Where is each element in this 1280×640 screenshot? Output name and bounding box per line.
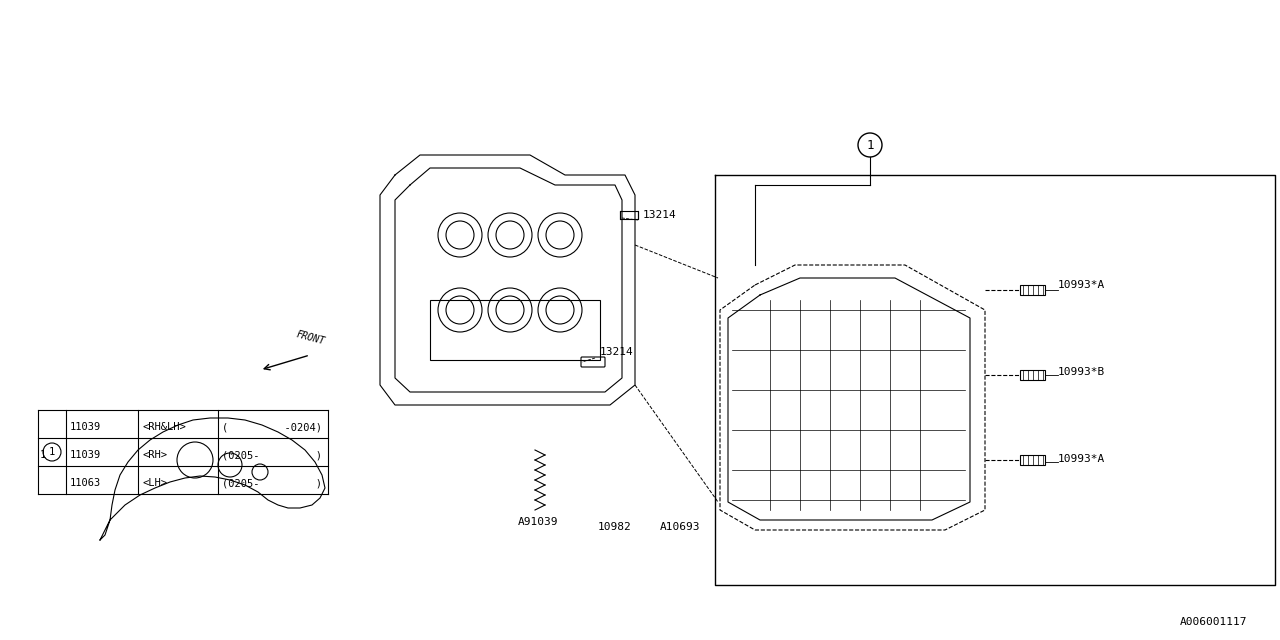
Text: 1: 1 — [867, 138, 874, 152]
Text: (0205-         ): (0205- ) — [221, 450, 323, 460]
Text: 11039: 11039 — [70, 422, 101, 432]
Text: 10993*B: 10993*B — [1059, 367, 1105, 377]
Text: 1: 1 — [40, 450, 46, 460]
Text: 11039: 11039 — [70, 450, 101, 460]
Text: (         -0204): ( -0204) — [221, 422, 323, 432]
Text: A10693: A10693 — [660, 522, 700, 532]
Text: <LH>: <LH> — [142, 478, 166, 488]
Text: <RH>: <RH> — [142, 450, 166, 460]
Text: 10993*A: 10993*A — [1059, 454, 1105, 464]
Text: 10982: 10982 — [598, 522, 632, 532]
Text: FRONT: FRONT — [294, 330, 326, 347]
Bar — [1020, 455, 1044, 465]
Text: 11063: 11063 — [70, 478, 101, 488]
Text: 1: 1 — [49, 447, 55, 457]
Bar — [1020, 285, 1044, 295]
Text: 13214: 13214 — [643, 210, 677, 220]
Text: 13214: 13214 — [600, 347, 634, 357]
Bar — [620, 211, 637, 219]
Text: <RH&LH>: <RH&LH> — [142, 422, 186, 432]
Bar — [1020, 370, 1044, 380]
Text: 10993*A: 10993*A — [1059, 280, 1105, 290]
Text: A91039: A91039 — [518, 517, 558, 527]
Bar — [430, 300, 600, 360]
Text: A006001117: A006001117 — [1180, 617, 1248, 627]
Text: (0205-         ): (0205- ) — [221, 478, 323, 488]
